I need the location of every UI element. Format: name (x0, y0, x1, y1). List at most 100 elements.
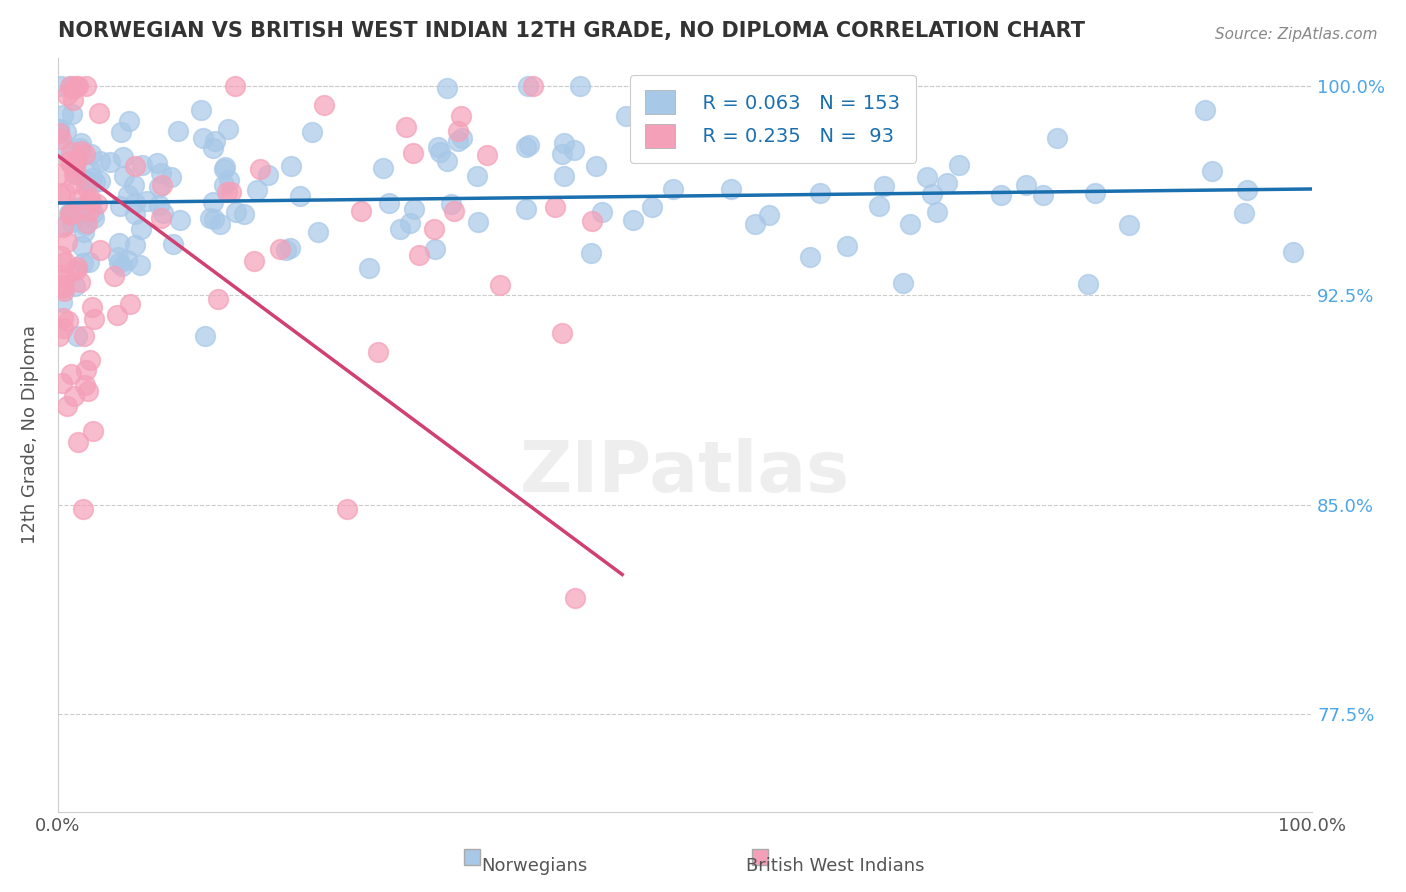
Point (124, 195, 146, 210)
Point (60, 145, 83, 160)
Point (465, 169, 488, 184)
Point (312, 98, 335, 112)
Point (758, 209, 780, 223)
Point (70, 144, 93, 158)
Point (52, 284, 75, 298)
Point (1084, 186, 1107, 200)
Point (79, 163, 101, 178)
Point (82, 206, 104, 220)
Point (152, 206, 174, 220)
Point (107, 250, 129, 264)
Text: ZIPatlas: ZIPatlas (520, 438, 851, 507)
Y-axis label: 12th Grade, No Diploma: 12th Grade, No Diploma (21, 326, 39, 544)
Point (66, 153, 89, 168)
Point (686, 141, 709, 155)
Point (129, 222, 152, 236)
Point (65, 78, 87, 93)
Point (73, 328, 96, 343)
Point (112, 169, 135, 183)
Point (63, 278, 86, 293)
Point (122, 178, 145, 193)
Point (641, 200, 664, 214)
Point (52, 108, 75, 122)
Point (569, 78, 592, 93)
Point (77, 384, 100, 398)
Point (53, 269, 76, 284)
Point (79, 352, 101, 367)
Point (118, 114, 141, 128)
Point (65, 167, 87, 181)
Point (58, 154, 80, 169)
Point (443, 203, 465, 218)
Point (990, 188, 1012, 202)
Point (427, 140, 450, 154)
Point (69, 204, 91, 219)
Point (515, 139, 537, 153)
Point (148, 180, 170, 194)
Point (60, 215, 83, 229)
Point (60, 208, 83, 222)
Point (56, 235, 79, 250)
Point (1201, 164, 1223, 178)
Point (60, 205, 83, 219)
Point (1014, 178, 1036, 192)
Point (218, 173, 240, 187)
Point (51, 268, 73, 282)
Point (69, 141, 91, 155)
Point (62, 81, 84, 95)
Point (207, 292, 229, 306)
Point (62, 93, 84, 107)
Point (544, 200, 567, 214)
Point (83, 211, 105, 225)
Point (59, 78, 82, 93)
Point (936, 177, 959, 191)
Point (399, 216, 422, 230)
Point (224, 78, 246, 93)
Point (56, 88, 79, 103)
Point (150, 178, 173, 193)
Point (52, 321, 75, 335)
Point (150, 166, 173, 180)
Point (1045, 131, 1067, 145)
Point (367, 345, 389, 359)
Point (269, 242, 291, 256)
Point (86, 197, 108, 211)
Point (63, 176, 86, 190)
Point (436, 154, 458, 169)
Point (124, 238, 146, 252)
Point (67, 192, 90, 206)
Point (111, 260, 134, 274)
Point (835, 239, 858, 253)
Point (214, 161, 236, 175)
Point (191, 131, 214, 145)
Point (242, 253, 264, 268)
Point (1233, 206, 1256, 220)
Point (447, 134, 470, 148)
Point (83, 312, 105, 326)
Point (408, 248, 430, 262)
Point (551, 147, 574, 161)
Point (80, 147, 103, 161)
Point (76, 216, 98, 230)
Point (891, 276, 914, 290)
Point (89, 154, 111, 169)
Point (202, 212, 225, 227)
Point (72, 501, 94, 516)
Point (73, 218, 96, 232)
Point (83, 176, 105, 190)
Point (63, 167, 86, 181)
Point (72, 256, 94, 270)
Point (564, 591, 586, 605)
Point (55, 125, 77, 139)
Point (103, 269, 125, 284)
Point (75, 78, 97, 93)
Point (60, 207, 83, 221)
Point (336, 502, 359, 516)
Point (201, 141, 224, 155)
Point (467, 215, 489, 229)
Point (52, 219, 75, 234)
Point (662, 182, 685, 196)
Point (948, 158, 970, 172)
Point (451, 131, 474, 145)
Text: NORWEGIAN VS BRITISH WEST INDIAN 12TH GRADE, NO DIPLOMA CORRELATION CHART: NORWEGIAN VS BRITISH WEST INDIAN 12TH GR… (58, 21, 1084, 41)
